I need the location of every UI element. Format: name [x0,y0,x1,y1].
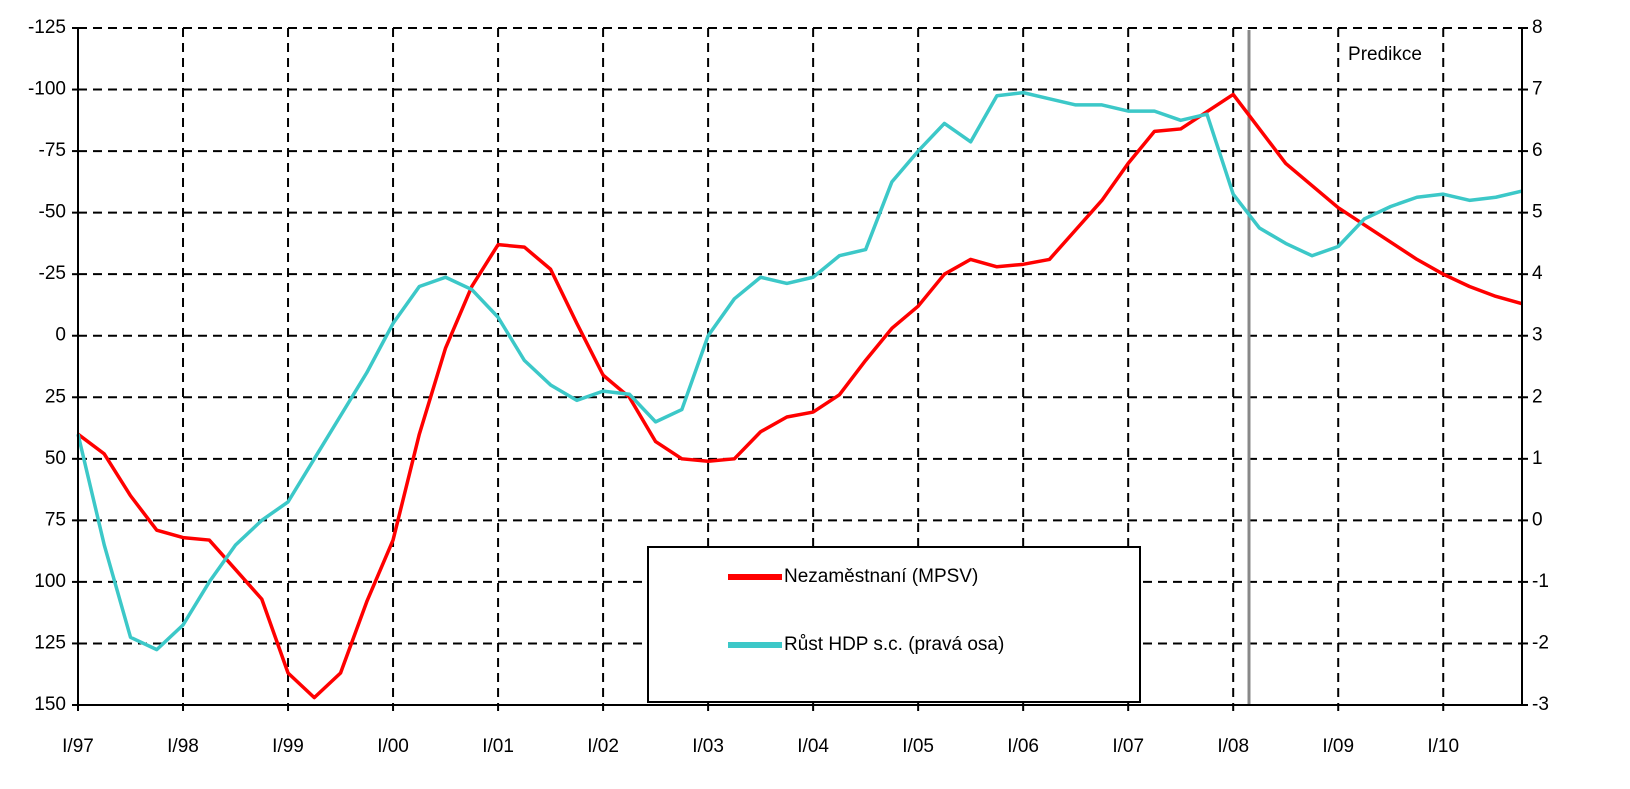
legend-label: Nezaměstnaní (MPSV) [784,566,978,587]
x-tick-label: I/04 [797,736,829,757]
x-tick-label: I/02 [587,736,619,757]
x-tick-label: I/05 [902,736,934,757]
y-tick-label: 125 [34,632,66,653]
y2-tick-label: 8 [1532,17,1543,38]
y-tick-label: -25 [39,263,66,284]
y-tick-label: -50 [39,202,66,223]
y-tick-label: 25 [45,386,66,407]
x-tick-label: I/97 [62,736,94,757]
y-tick-label: -100 [28,79,66,100]
x-tick-label: I/06 [1007,736,1039,757]
legend-box [647,546,1141,703]
x-tick-label: I/08 [1217,736,1249,757]
y-tick-label: 75 [45,509,66,530]
x-tick-label: I/07 [1112,736,1144,757]
y2-tick-label: -3 [1532,694,1549,715]
y-tick-label: 50 [45,448,66,469]
x-tick-label: I/09 [1322,736,1354,757]
x-tick-label: I/03 [692,736,724,757]
y2-tick-label: -2 [1532,632,1549,653]
y-tick-label: -75 [39,140,66,161]
y2-tick-label: 6 [1532,140,1543,161]
y2-tick-label: 5 [1532,202,1543,223]
x-tick-label: I/99 [272,736,304,757]
y2-tick-label: 0 [1532,509,1543,530]
legend-label: Růst HDP s.c. (pravá osa) [784,634,1004,655]
y-tick-label: 150 [34,694,66,715]
y2-tick-label: 1 [1532,448,1543,469]
series-line [76,90,1523,652]
y2-tick-label: 2 [1532,386,1543,407]
x-tick-label: I/98 [167,736,199,757]
annotation: Predikce [1348,44,1422,65]
y2-tick-label: 7 [1532,79,1543,100]
y-tick-label: -125 [28,17,66,38]
y2-tick-label: 3 [1532,325,1543,346]
y-tick-label: 100 [34,571,66,592]
x-tick-label: I/10 [1427,736,1459,757]
x-tick-label: I/01 [482,736,514,757]
y2-tick-label: -1 [1532,571,1549,592]
y2-tick-label: 4 [1532,263,1543,284]
series-line [76,92,1523,700]
x-tick-label: I/00 [377,736,409,757]
y-tick-label: 0 [55,325,66,346]
